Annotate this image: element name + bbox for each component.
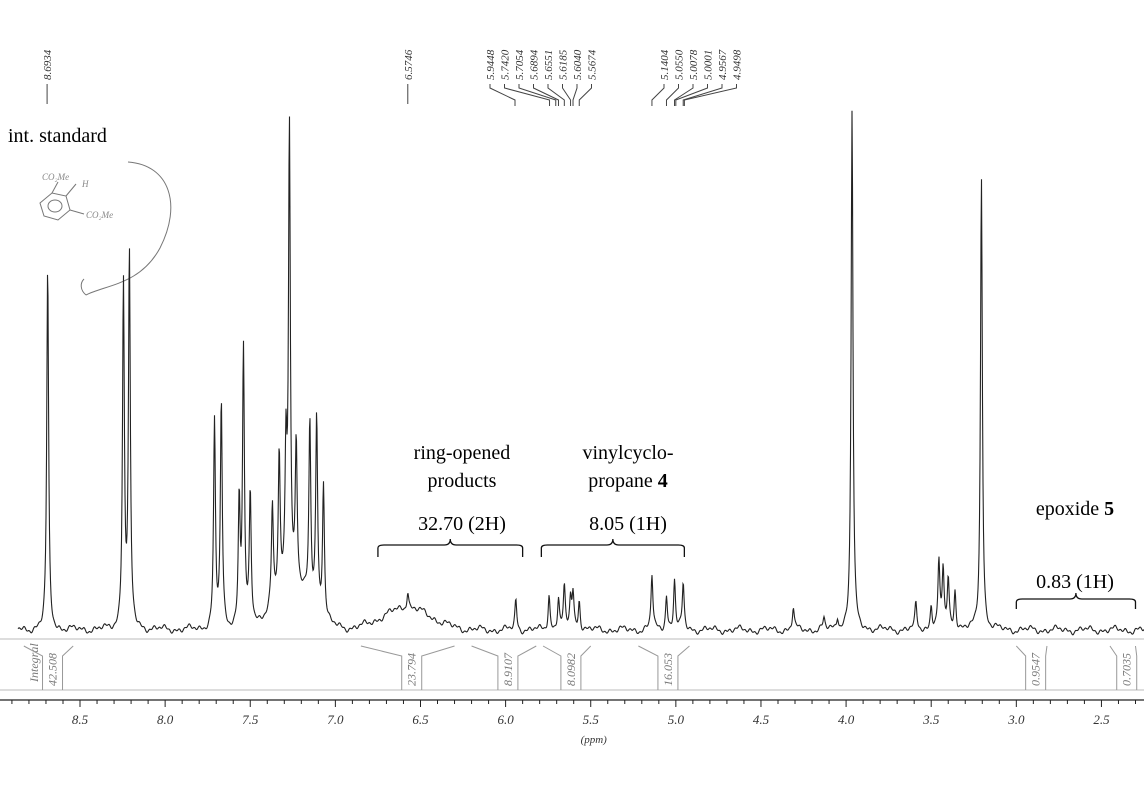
peak-label-leader: [489, 84, 516, 106]
vinylcyclopropane-label: propane 4: [588, 470, 667, 492]
peak-label: 5.6894: [529, 49, 541, 80]
peak-label: 5.1404: [659, 49, 671, 80]
vinylcyclopropane-label: vinylcyclo-: [582, 442, 673, 464]
integral-range-marker: [638, 645, 659, 690]
peak-label-leader: [578, 84, 592, 106]
peak-label-leader: [562, 84, 572, 106]
integral-value: 23.794: [405, 653, 419, 686]
annotation-bracket: [1015, 592, 1137, 609]
internal-standard-structure-sketch: CO₂Me H CO₂Me: [39, 161, 172, 296]
peak-label: 5.7420: [500, 49, 512, 80]
x-axis-title: (ppm): [581, 734, 608, 746]
integral-range-marker: [542, 645, 562, 690]
bond-drawing: [65, 183, 77, 197]
integral-range-marker: [23, 645, 44, 690]
integral-value: 8.0982: [564, 653, 578, 686]
annotations: int. standard ring-opened products 32.70 (2…: [8, 125, 1137, 609]
x-tick-label: 5.5: [583, 712, 600, 727]
bond-drawing: [51, 181, 59, 194]
integral-range-marker: [471, 645, 499, 690]
integral-range-marker: [1109, 645, 1118, 690]
peak-label: 5.5674: [587, 49, 599, 80]
peak-label: 8.6934: [42, 49, 54, 80]
peak-label: 5.6185: [558, 49, 570, 80]
epoxide-label-text: epoxide: [1036, 498, 1104, 520]
peak-label: 5.7054: [514, 49, 526, 80]
x-tick-label: 5.0: [668, 712, 685, 727]
arrow-head-drawing: [80, 278, 87, 296]
benzene-ring-drawing: [39, 192, 71, 221]
integral-row: Integral 42.508 23.794 8.9107 8.0982 16.053 0.…: [0, 638, 1144, 691]
x-tick-label: 3.0: [1007, 712, 1025, 727]
peak-label-leader: [651, 84, 665, 106]
ring-opened-label: products: [428, 470, 497, 492]
x-tick-label: 4.5: [753, 712, 770, 727]
ring-opened-label: ring-opened: [414, 442, 511, 464]
peak-labels: 8.6934 6.5746 5.9448 5.7420 5.7054 5.6894 5.65…: [42, 49, 744, 106]
compound-number: 4: [658, 470, 668, 492]
x-tick-label: 6.5: [412, 712, 429, 727]
peak-label: 5.9448: [485, 49, 497, 80]
peak-label: 5.6551: [543, 50, 555, 80]
peak-label: 5.0550: [674, 49, 686, 80]
peak-label-leader: [504, 84, 551, 106]
epoxide-integral-value: 0.83 (1H): [1036, 571, 1114, 593]
integral-range-marker: [1015, 645, 1027, 690]
integral-range-marker: [62, 645, 74, 690]
integral-value: 0.9547: [1029, 652, 1043, 686]
x-tick-label: 4.0: [838, 712, 855, 727]
integral-value: 8.9107: [501, 652, 515, 686]
x-tick-label: 8.0: [157, 712, 174, 727]
integral-value: 0.7035: [1120, 653, 1134, 686]
x-axis: 8.5 8.0 7.5 7.0 6.5 6.0 5.5 5.0 4.5 4.0 3.5 3.0 2.5 (…: [0, 699, 1144, 746]
sketch-label: H: [81, 179, 89, 189]
peak-label: 5.0001: [703, 50, 715, 80]
arrow-curve-drawing: [85, 161, 172, 296]
x-tick-label: 6.0: [497, 712, 514, 727]
integral-value: 16.053: [661, 653, 675, 686]
peak-label-leader: [683, 84, 737, 106]
peak-label-leader: [665, 84, 679, 106]
bond-drawing: [69, 209, 85, 215]
ring-circle-drawing: [47, 199, 63, 213]
peak-label-leader: [675, 84, 708, 106]
x-tick-label: 7.5: [242, 712, 259, 727]
integral-range-marker: [360, 645, 403, 690]
peak-label: 6.5746: [403, 49, 415, 80]
x-tick-label: 7.0: [327, 712, 344, 727]
x-tick-label: 3.5: [922, 712, 940, 727]
sketch-label: CO₂Me: [42, 172, 69, 182]
annotation-bracket: [540, 538, 686, 557]
peak-label-leader: [572, 84, 578, 106]
epoxide-label: epoxide 5: [1036, 498, 1114, 520]
ring-opened-integral-value: 32.70 (2H): [418, 513, 506, 535]
integral-value: 42.508: [46, 653, 60, 686]
peak-label: 5.6040: [572, 49, 584, 80]
peak-label-leader: [547, 84, 565, 106]
integral-range-marker: [580, 645, 592, 690]
peak-label: 5.0078: [688, 49, 700, 80]
integral-range-marker: [1134, 645, 1138, 690]
int-standard-label: int. standard: [8, 125, 107, 147]
integral-range-marker: [1045, 645, 1048, 690]
integral-range-marker: [677, 645, 690, 690]
compound-number: 5: [1104, 498, 1114, 520]
x-tick-label: 8.5: [72, 712, 89, 727]
vinylcyclopropane-label-text: propane: [588, 470, 657, 492]
spectrum-line: [17, 110, 1144, 636]
integral-range-marker: [421, 645, 455, 690]
integral-range-marker: [517, 645, 537, 690]
peak-label-leader: [518, 84, 557, 106]
peak-label: 4.9498: [732, 49, 744, 80]
x-tick-label: 2.5: [1093, 712, 1110, 727]
peak-label-leader: [533, 84, 559, 106]
peak-label-leader: [674, 84, 694, 106]
sketch-label: CO₂Me: [86, 210, 113, 220]
peak-label-leader: [682, 84, 723, 106]
annotation-bracket: [377, 538, 524, 557]
vinylcyclopropane-integral-value: 8.05 (1H): [589, 513, 667, 535]
peak-label: 4.9567: [717, 49, 729, 80]
